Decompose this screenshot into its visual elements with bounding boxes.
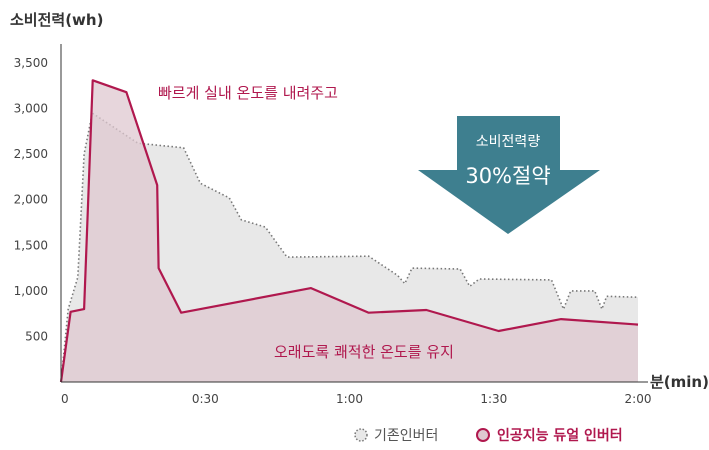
legend-label-ai-dual: 인공지능 듀얼 인버터 (497, 427, 623, 444)
legend: 기존인버터 인공지능 듀얼 인버터 (354, 427, 623, 444)
x-tick-label-4: 2:00 (625, 392, 652, 406)
series-line-1 (59, 79, 639, 383)
y-tick-label-0: 500 (25, 329, 48, 343)
saving-arrow-value: 30%절약 (465, 164, 550, 188)
y-tick-label-1: 1,000 (14, 284, 48, 298)
saving-arrow: 소비전력량 30%절약 (418, 116, 600, 234)
y-axis-label: 소비전력(wh) (10, 11, 103, 29)
x-tick-label-2: 1:00 (336, 392, 363, 406)
series-areas (59, 79, 639, 383)
annotation-fast-cooling: 빠르게 실내 온도를 내려주고 (158, 84, 338, 102)
series-area-1 (61, 80, 638, 383)
legend-label-conventional: 기존인버터 (374, 428, 438, 444)
annotation-keep-comfort: 오래도록 쾌적한 온도를 유지 (274, 343, 454, 361)
x-tick-label-3: 1:30 (480, 392, 507, 406)
x-axis-label: 분(min) (650, 373, 709, 391)
down-arrow-icon (418, 116, 600, 234)
legend-marker-ai-dual (476, 428, 490, 442)
x-tick-label-0: 0 (61, 392, 69, 406)
y-tick-label-2: 1,500 (14, 238, 48, 252)
tick-labels: 500 1,000 1,500 2,000 2,500 3,000 3,500 0 0:30 1:… (14, 56, 652, 406)
y-tick-label-6: 3,500 (14, 56, 48, 70)
y-tick-label-3: 2,000 (14, 193, 48, 207)
axes (60, 44, 648, 383)
y-tick-label-5: 3,000 (14, 102, 48, 116)
saving-arrow-label: 소비전력량 (476, 134, 541, 150)
x-tick-label-1: 0:30 (192, 392, 219, 406)
y-tick-label-4: 2,500 (14, 147, 48, 161)
legend-marker-conventional (354, 428, 368, 442)
